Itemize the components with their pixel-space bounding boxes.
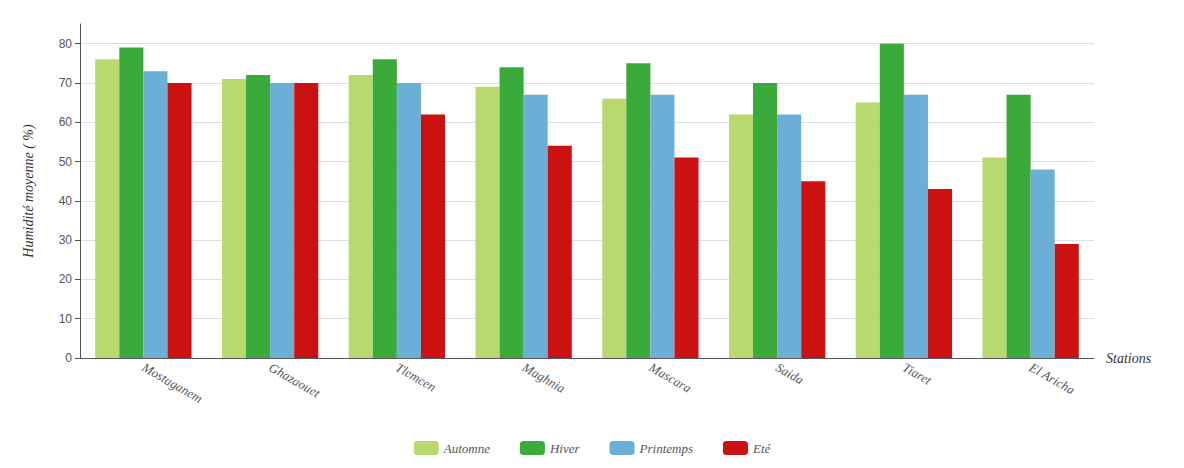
svg-text:Tiaret: Tiaret [900,360,934,388]
svg-text:Automne: Automne [443,441,490,456]
svg-text:Mascara: Mascara [646,359,694,396]
svg-text:10: 10 [59,312,73,326]
svg-text:Stations: Stations [1106,351,1152,366]
svg-text:Humidité moyenne ( %): Humidité moyenne ( %) [21,124,37,259]
svg-text:50: 50 [59,155,73,169]
svg-text:Saida: Saida [773,360,806,388]
svg-text:80: 80 [59,37,73,51]
svg-text:30: 30 [59,233,73,247]
svg-text:Mostaganem: Mostaganem [139,359,205,406]
svg-text:Tlemcen: Tlemcen [393,360,439,395]
svg-text:Ghazaouet: Ghazaouet [266,360,323,401]
svg-text:60: 60 [59,115,73,129]
svg-text:Printemps: Printemps [639,441,693,456]
svg-text:40: 40 [59,194,73,208]
svg-text:El Aricha: El Aricha [1026,359,1078,397]
svg-text:Maghnia: Maghnia [519,359,568,396]
svg-text:Hiver: Hiver [549,441,581,456]
svg-text:0: 0 [65,351,72,365]
svg-text:20: 20 [59,272,73,286]
svg-text:70: 70 [59,76,73,90]
svg-text:Eté: Eté [752,441,772,456]
